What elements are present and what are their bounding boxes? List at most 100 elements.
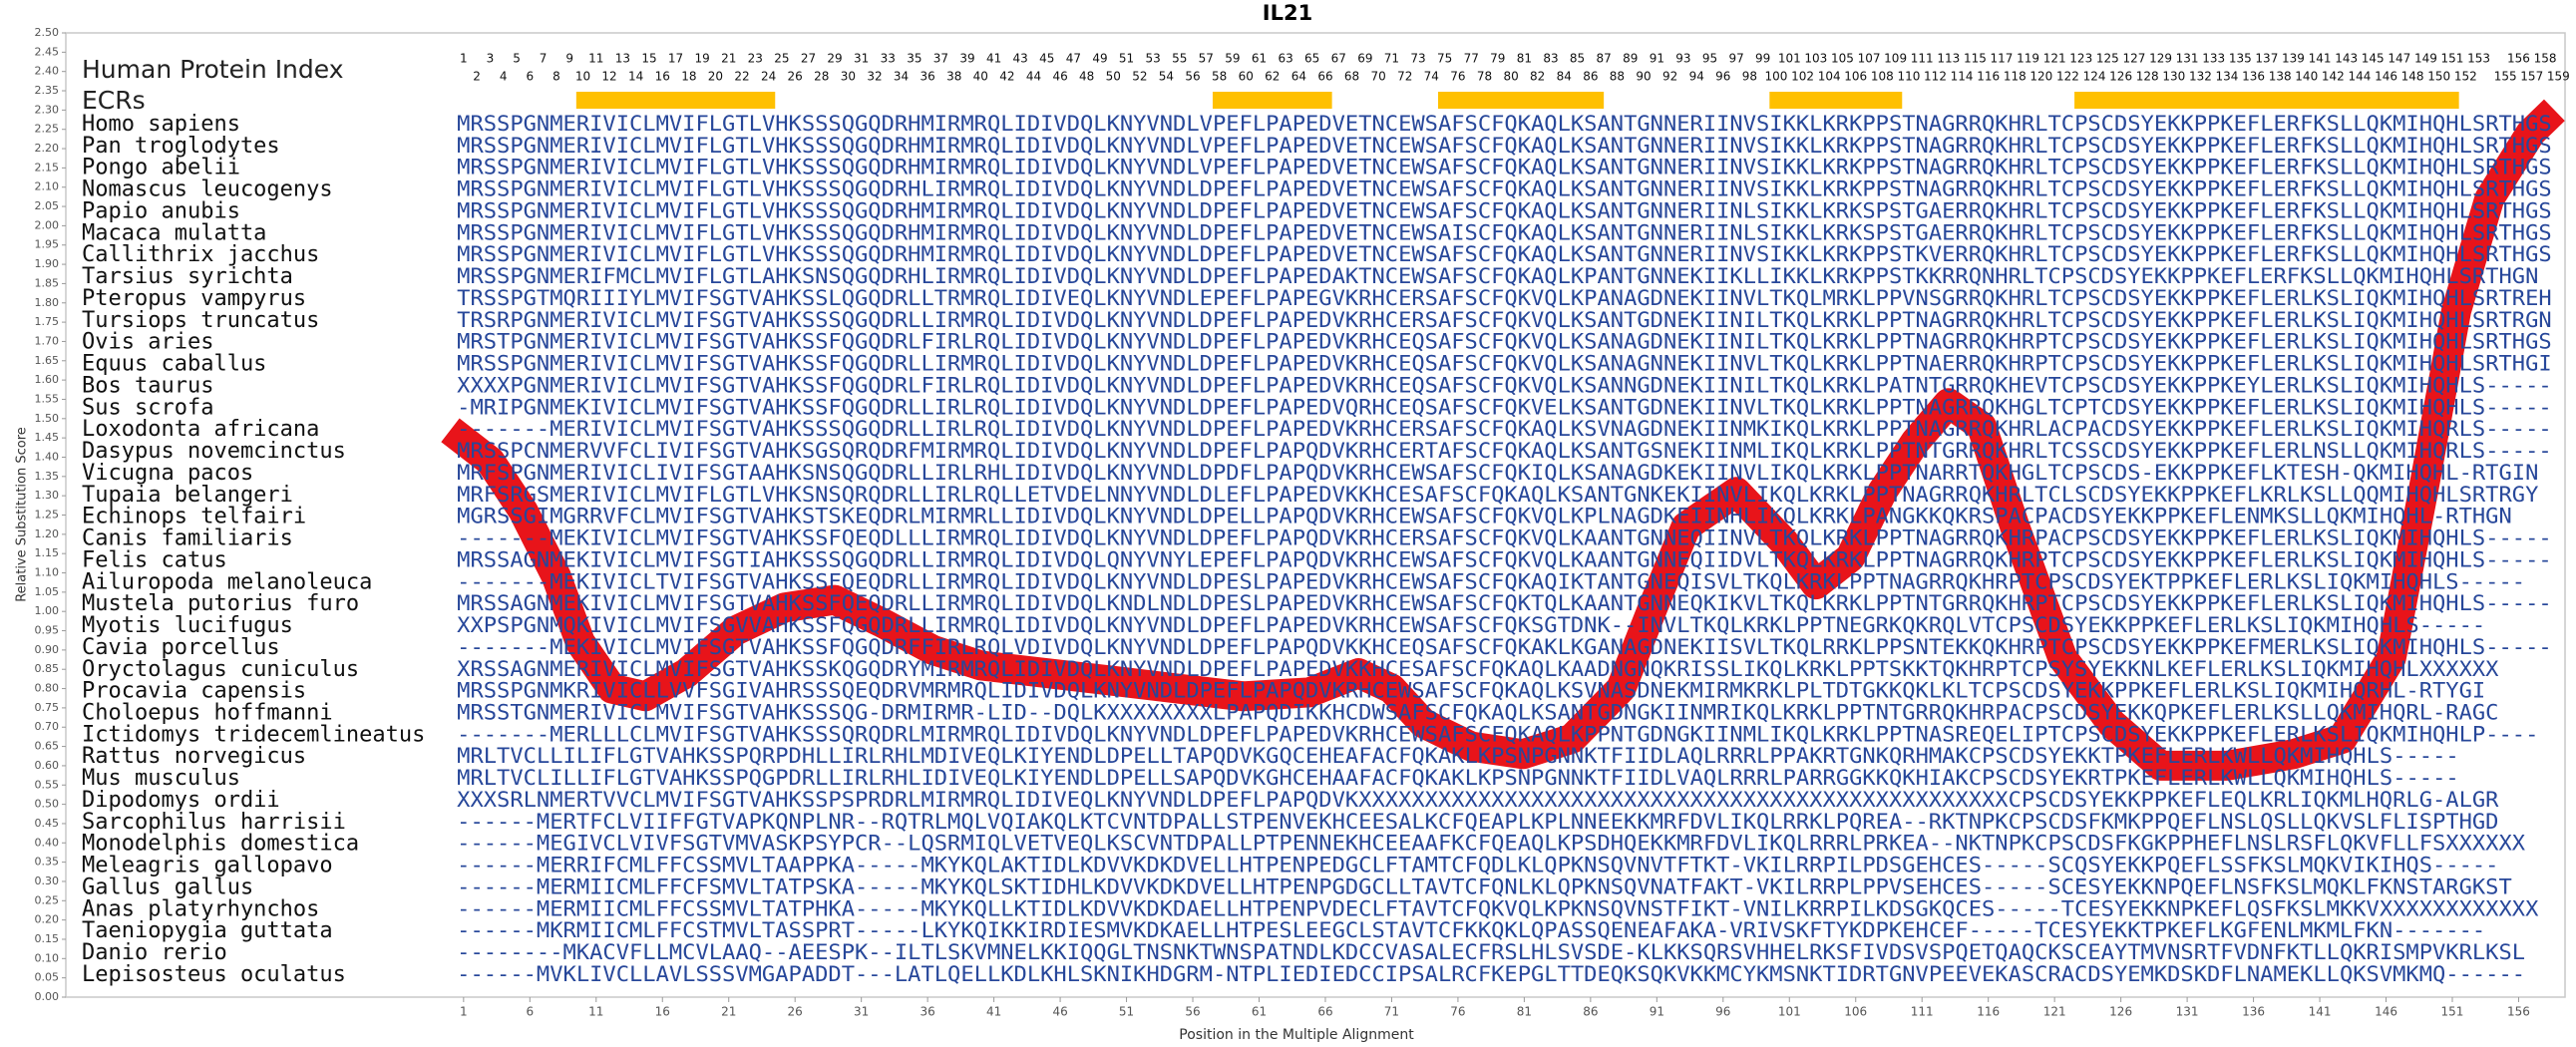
x-tick-label: 126 (2109, 1005, 2132, 1019)
human-index-number: 116 (1977, 70, 2000, 84)
species-name: Gallus gallus (82, 874, 253, 899)
x-tick-label: 91 (1650, 1005, 1664, 1019)
species-name: Homo sapiens (82, 112, 240, 137)
human-index-number: 25 (774, 52, 789, 66)
y-tick-label: 0.15 (35, 932, 60, 945)
human-index-number: 158 (2534, 52, 2557, 66)
human-index-number: 55 (1172, 52, 1187, 66)
species-name: Vicugna pacos (82, 461, 253, 486)
score-line (441, 99, 2565, 781)
human-index-number: 52 (1132, 70, 1147, 84)
y-tick-label: 0.20 (35, 913, 60, 926)
sequence: MRLTVCLLILIFLGTVAHKSSPQRPDHLLIRLRHLMDIVE… (457, 744, 2458, 768)
human-index-number: 13 (615, 52, 630, 66)
sequence: MRSSPGNMKRIVICLLVVFSGIVAHRSSSQEQDRVMRMRQ… (457, 679, 2485, 703)
y-tick-label: 1.30 (35, 489, 60, 502)
human-index-number: 80 (1503, 70, 1518, 84)
y-tick-label: 2.40 (35, 65, 60, 78)
y-tick-label: 1.55 (35, 392, 60, 405)
human-index-number: 49 (1092, 52, 1107, 66)
x-tick-label: 101 (1778, 1005, 1801, 1019)
human-index-number: 76 (1450, 70, 1465, 84)
x-tick-label: 136 (2242, 1005, 2265, 1019)
x-tick-label: 71 (1384, 1005, 1399, 1019)
human-index-number: 101 (1778, 52, 1801, 66)
human-index-number: 98 (1742, 70, 1757, 84)
species-name: Canis familiaris (82, 526, 293, 551)
y-tick-label: 0.30 (35, 874, 60, 887)
species-name: Mus musculus (82, 766, 240, 791)
human-index-number: 36 (920, 70, 934, 84)
human-index-number: 77 (1464, 52, 1479, 66)
species-name: Tursiops truncatus (82, 308, 319, 333)
sequence: XRSSAGNMERIVICLMVIFSGTVAHKSSKQGQDRYMIRMR… (457, 657, 2499, 681)
human-index-number: 72 (1397, 70, 1412, 84)
species-name: Felis catus (82, 547, 227, 572)
species-name: Oryctolagus cuniculus (82, 657, 359, 682)
human-index-number: 39 (959, 52, 974, 66)
sequence: MRFSPGNMERIVICLIVIFSGTAAHKSNSQGQDRLLIRLR… (457, 461, 2538, 485)
human-index-number: 129 (2149, 52, 2172, 66)
human-index-number: 144 (2348, 70, 2371, 84)
y-tick-label: 2.05 (35, 199, 60, 212)
human-index-number: 26 (788, 70, 803, 84)
species-name: Mustela putorius furo (82, 591, 359, 616)
y-tick-label: 1.60 (35, 373, 60, 386)
x-tick-label: 81 (1517, 1005, 1532, 1019)
y-tick-label: 1.00 (35, 604, 60, 617)
human-index-number: 57 (1199, 52, 1214, 66)
human-index-number: 54 (1159, 70, 1174, 84)
human-index-number: 27 (801, 52, 816, 66)
human-index-number: 88 (1610, 70, 1625, 84)
human-index-number: 124 (2083, 70, 2106, 84)
x-tick-label: 121 (2043, 1005, 2066, 1019)
sequence: -------MERLLLCLMVIFSGTVAHKSSSQRQDRLMIRMR… (457, 722, 2538, 746)
human-index-number: 146 (2375, 70, 2397, 84)
human-index-number: 109 (1884, 52, 1907, 66)
y-tick-label: 0.85 (35, 662, 60, 675)
human-index-number: 103 (1804, 52, 1827, 66)
human-index-number: 145 (2362, 52, 2385, 66)
human-index-number: 28 (814, 70, 829, 84)
human-index-number: 139 (2282, 52, 2305, 66)
sequence: ------MEGIVCLVIVFSGTVMVASKPSYPCR--LQSRMI… (457, 832, 2525, 856)
human-index-number: 69 (1357, 52, 1372, 66)
human-index-number: 20 (708, 70, 723, 84)
y-tick-label: 2.10 (35, 180, 60, 193)
y-tick-label: 1.95 (35, 238, 60, 251)
species-name: Sus scrofa (82, 395, 213, 420)
human-index-number: 111 (1911, 52, 1934, 66)
y-tick-label: 0.55 (35, 778, 60, 791)
species-name: Danio rerio (82, 940, 227, 965)
sequence: MRSSTGNMERIVICLMVIFSGTVAHKSSSQG-DRMIRMR-… (457, 700, 2498, 724)
y-tick-label: 1.35 (35, 470, 60, 483)
y-tick-label: 0.10 (35, 951, 60, 964)
human-index-number: 119 (2017, 52, 2039, 66)
x-tick-label: 146 (2375, 1005, 2397, 1019)
sequence: ------MERMIICMLFFCFSMVLTATPSKA-----MKYKQ… (457, 874, 2512, 898)
human-index-number: 99 (1755, 52, 1770, 66)
y-tick-label: 0.50 (35, 798, 60, 811)
human-index-number: 157 (2520, 70, 2543, 84)
human-index-number: 118 (2004, 70, 2026, 84)
species-name: Tarsius syrichta (82, 264, 293, 289)
human-index-number: 53 (1146, 52, 1161, 66)
human-index-number: 142 (2322, 70, 2345, 84)
sequence: MRFSRGSMERIVICLMVIFLGTLVHKSNSQRQDRLLIRLR… (457, 483, 2539, 507)
x-tick-label: 56 (1185, 1005, 1200, 1019)
human-index-number: 91 (1650, 52, 1664, 66)
human-index-number: 106 (1844, 70, 1867, 84)
human-index-number: 122 (2056, 70, 2079, 84)
human-index-number: 22 (734, 70, 749, 84)
human-index-number: 79 (1490, 52, 1505, 66)
human-index-number: 107 (1858, 52, 1881, 66)
human-index-number: 64 (1291, 70, 1306, 84)
human-index-number: 86 (1583, 70, 1598, 84)
human-index-number: 42 (999, 70, 1014, 84)
species-name: Echinops telfairi (82, 505, 306, 529)
species-name: Macaca mulatta (82, 220, 266, 245)
x-tick-label: 61 (1252, 1005, 1267, 1019)
y-tick-label: 1.75 (35, 315, 60, 328)
x-tick-label: 86 (1583, 1005, 1598, 1019)
